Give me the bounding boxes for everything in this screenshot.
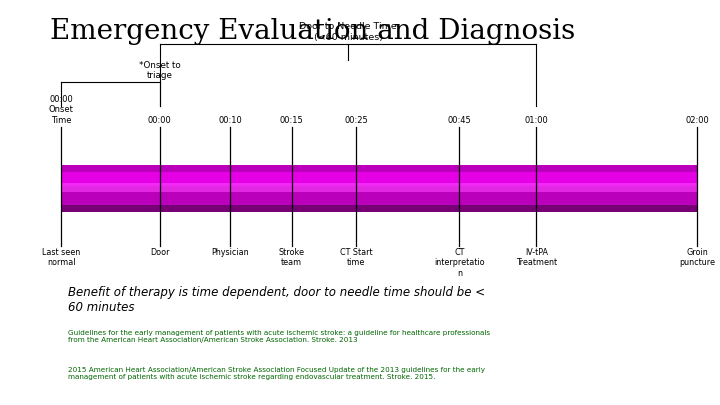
Text: *Onset to
triage: *Onset to triage [139,61,181,80]
Text: 00:10: 00:10 [219,115,242,125]
Text: 00:00: 00:00 [148,115,171,125]
Text: Benefit of therapy is time dependent, door to needle time should be <
60 minutes: Benefit of therapy is time dependent, do… [68,286,485,313]
Bar [61,172,697,186]
Text: Door: Door [150,248,170,257]
Text: 00:15: 00:15 [280,115,303,125]
Bar [61,205,697,211]
Text: CT
interpretatio
n: CT interpretatio n [434,248,485,278]
Text: Stroke
team: Stroke team [279,248,305,267]
Text: 00:00
Onset
Time: 00:00 Onset Time [49,95,73,125]
Text: Door to Needle Time
(<60 minutes): Door to Needle Time (<60 minutes) [300,22,397,42]
Text: Groin
puncture: Groin puncture [679,248,715,267]
Text: Emergency Evaluation and Diagnosis: Emergency Evaluation and Diagnosis [50,18,576,45]
Text: 2015 American Heart Association/American Stroke Association Focused Update of th: 2015 American Heart Association/American… [68,367,485,379]
Text: CT Start
time: CT Start time [340,248,373,267]
Text: 00:25: 00:25 [345,115,368,125]
Text: 02:00: 02:00 [685,115,708,125]
Text: Physician: Physician [212,248,249,257]
Text: IV-tPA
Treatment: IV-tPA Treatment [516,248,557,267]
Text: 00:45: 00:45 [448,115,471,125]
Bar [61,183,697,192]
Bar [61,165,697,211]
Text: Guidelines for the early management of patients with acute ischemic stroke: a gu: Guidelines for the early management of p… [68,330,490,343]
Text: Last seen
normal: Last seen normal [42,248,81,267]
Text: 01:00: 01:00 [525,115,548,125]
